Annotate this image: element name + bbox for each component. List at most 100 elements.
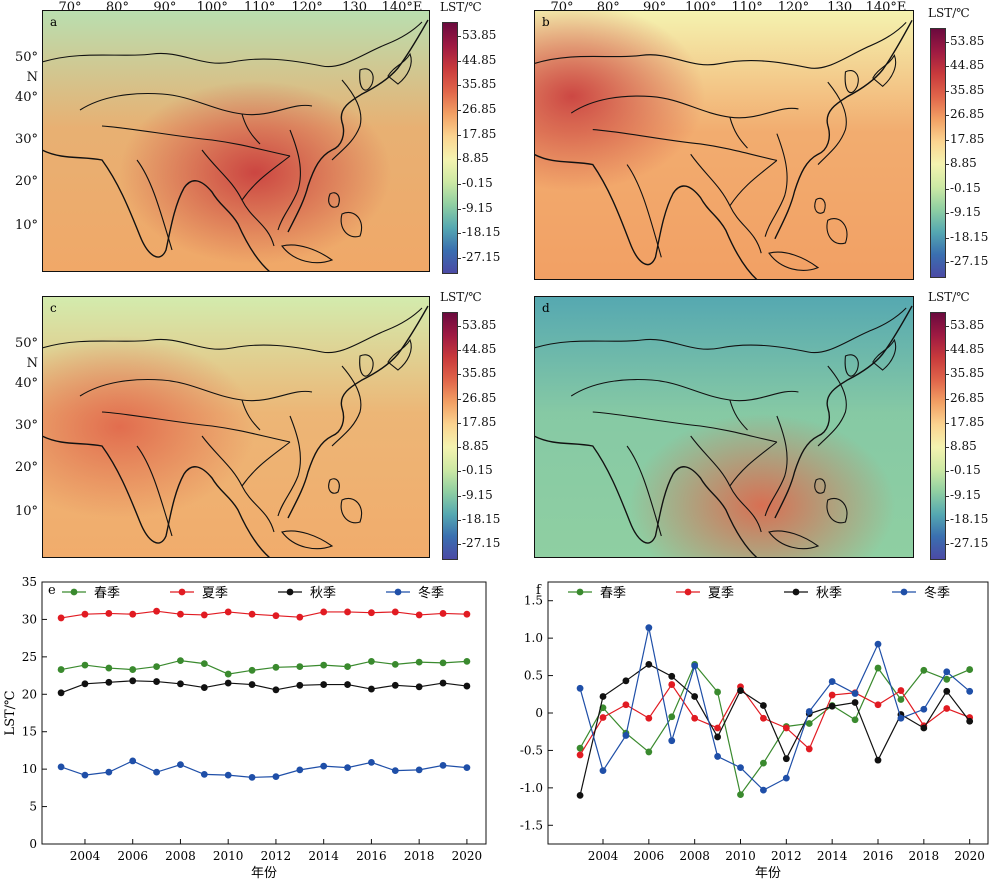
boundary-line-6 (331, 79, 362, 161)
data-point (920, 724, 928, 732)
data-point (828, 691, 836, 699)
y-tick-label: 10 (22, 762, 37, 776)
legend-label: 秋季 (310, 586, 336, 601)
lat-tick-label: 40° (14, 376, 38, 391)
data-point (576, 744, 584, 752)
x-tick-label: 2016 (863, 849, 894, 863)
lon-tick-label: 140°E (865, 0, 907, 15)
colorbar-tick-mark (457, 208, 461, 210)
colorbar-tick-label: -9.15 (950, 205, 981, 220)
colorbar-tick-label: 26.85 (462, 102, 497, 116)
lon-tick-label: 100° (685, 0, 717, 15)
colorbar-b: LST/℃ 53.85 44.85 35.85 26.85 17.85 8.85 -0.15 -… (928, 0, 1000, 280)
colorbar-tick-label: 53.85 (462, 28, 497, 42)
colorbar-tick-mark (945, 262, 949, 263)
colorbar-tick-mark (457, 258, 461, 259)
colorbar-tick-mark (945, 495, 949, 497)
colorbar-tick-label: 8.85 (462, 439, 489, 454)
data-point (668, 713, 676, 721)
map-hot-region (42, 10, 430, 272)
x-tick-label: 2014 (817, 849, 848, 863)
colorbar-tick-mark (457, 60, 461, 62)
legend-label: 秋季 (816, 586, 842, 601)
data-point (851, 699, 859, 706)
lat-ticks-a: 50° N 40° 30° 20° 10° (0, 10, 40, 272)
colorbar-gradient (442, 22, 458, 274)
x-tick-label: 2006 (117, 849, 148, 863)
map-hot-region (42, 296, 430, 558)
lat-tick-label: 50° (14, 50, 38, 65)
colorbar-tick-label: 17.85 (462, 126, 497, 141)
data-point (828, 702, 836, 710)
island-2 (814, 197, 826, 214)
colorbar-tick-mark (457, 374, 461, 376)
data-point (57, 614, 65, 622)
data-point (391, 660, 399, 668)
coastline (42, 19, 429, 272)
lon-tick-label: 110° (731, 0, 763, 15)
x-tick-label: 2018 (909, 849, 940, 863)
data-point (645, 660, 653, 668)
lat-tick-label: 20° (14, 174, 38, 189)
boundary-line-1 (79, 93, 313, 116)
colorbar-a: LST/℃ 53.85 44.85 35.85 26.85 17.85 8.85 -0.15 -… (440, 0, 510, 275)
data-point (129, 666, 137, 673)
data-point (897, 687, 905, 694)
legend-marker (286, 588, 294, 596)
island-3 (340, 212, 362, 238)
data-point (439, 610, 447, 617)
data-point (344, 608, 351, 616)
lat-tick-label: 30° (14, 132, 38, 147)
colorbar-tick-mark (945, 213, 949, 215)
data-point (439, 679, 447, 687)
legend-marker (900, 588, 908, 596)
legend-marker (576, 588, 584, 596)
colorbar-tick-label: 26.85 (950, 390, 985, 405)
legend-label: 冬季 (418, 585, 444, 601)
data-point (81, 661, 89, 669)
plot-frame (547, 581, 989, 845)
x-tick-label: 2014 (308, 849, 339, 863)
data-point (105, 610, 113, 617)
colorbar-tick-mark (457, 159, 461, 161)
colorbar-tick-label: -0.15 (462, 463, 493, 478)
boundary-line-7 (729, 399, 748, 431)
data-point (272, 686, 280, 694)
data-point (874, 701, 882, 709)
lon-tick-label: 80° (105, 0, 129, 15)
data-point (463, 764, 471, 772)
data-point (920, 705, 928, 713)
colorbar-tick-label: -27.15 (950, 536, 989, 550)
island-2 (814, 478, 826, 494)
colorbar-tick-label: 8.85 (950, 156, 977, 171)
colorbar-tick-mark (457, 134, 461, 136)
legend-label: 夏季 (202, 586, 228, 601)
data-point (344, 663, 351, 670)
data-point (737, 687, 744, 694)
data-point (874, 756, 882, 764)
data-point (645, 748, 653, 756)
colorbar-tick-mark (457, 110, 461, 111)
colorbar-tick-mark (945, 90, 949, 92)
data-point (272, 773, 280, 781)
x-tick-label: 2010 (725, 849, 756, 863)
boundary-line-1 (570, 379, 799, 402)
x-tick-label: 2018 (404, 849, 435, 863)
data-point (782, 774, 790, 782)
data-point (224, 771, 232, 779)
data-point (966, 687, 974, 695)
data-point (415, 766, 423, 774)
colorbar-tick-mark (457, 471, 461, 473)
island-4 (768, 530, 820, 550)
data-point (851, 716, 859, 724)
map-frame (42, 296, 430, 558)
island-1 (387, 338, 412, 371)
data-point (248, 773, 256, 781)
data-point (344, 764, 351, 772)
boundary-line-0 (534, 307, 907, 354)
colorbar-c: LST/℃ 53.85 44.85 35.85 26.85 17.85 8.85 -0.15 -… (440, 284, 510, 560)
island-3 (826, 498, 848, 524)
legend-marker (684, 588, 692, 596)
series-line-2 (60, 680, 467, 694)
boundary-line-1 (79, 379, 313, 402)
